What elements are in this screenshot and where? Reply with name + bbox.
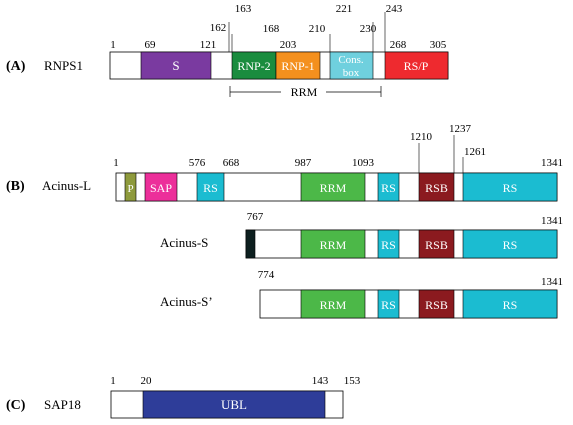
rnps1-num-162: 162	[210, 22, 227, 34]
acinus-l-domain-p	[124, 172, 137, 202]
rnps1-num-210: 210	[309, 23, 326, 35]
sap18-domain-ubl	[142, 390, 326, 419]
acinus-l-position-numbers: 1 576 668 987 1093 1210 1237 1261 1341	[113, 123, 563, 169]
acinus-s-num-767: 767	[247, 211, 264, 223]
acinus-l-num-987: 987	[295, 157, 312, 169]
rnps1-num-221: 221	[336, 3, 353, 15]
rnps1-num-243: 243	[386, 3, 403, 15]
acinus-l-domain-rrm	[300, 172, 366, 202]
rnps1-label-rsp: RS/P	[404, 59, 429, 73]
panel-b-letter: (B)	[6, 179, 25, 194]
rnps1-num-69: 69	[145, 39, 157, 51]
sap18-name: SAP18	[44, 397, 81, 412]
acinus-l-domain-rs3	[462, 172, 558, 202]
acinus-s-prime-label-rs1: RS	[381, 298, 396, 312]
acinus-l-label-rrm: RRM	[320, 181, 347, 195]
rnps1-num-121: 121	[200, 39, 217, 51]
rnps1-label-box: box	[343, 67, 360, 79]
acinus-s-prime-label-rsb: RSB	[425, 298, 448, 312]
sap18-num-20: 20	[141, 375, 153, 387]
sap18-num-153: 153	[344, 375, 361, 387]
acinus-l-row: P SAP RS RRM RS RSB RS 1 576 668 987 109…	[113, 123, 563, 202]
panel-b: (B) Acinus-L P SAP RS RRM RS RSB RS	[6, 123, 563, 319]
rnps1-tick-lines	[228, 12, 386, 52]
acinus-l-num-1341: 1341	[541, 157, 563, 169]
sap18-num-143: 143	[312, 375, 329, 387]
rnps1-domain-s	[140, 51, 212, 80]
rnps1-num-305: 305	[430, 39, 447, 51]
acinus-l-label-p: P	[127, 183, 133, 195]
acinus-s-prime-num-774: 774	[258, 269, 275, 281]
panel-a: (A) RNPS1 S RNP-2 RNP-1 Cons. box RS/P 1…	[6, 3, 449, 99]
acinus-l-num-1261: 1261	[464, 146, 486, 158]
acinus-s-row: Acinus-S RRM RS RSB RS 767 1341	[160, 211, 563, 259]
acinus-l-num-576: 576	[189, 157, 206, 169]
rnps1-label-rnp1: RNP-1	[281, 59, 314, 73]
acinus-s-prime-row: Acinus-S’ RRM RS RSB RS 774 1341	[160, 269, 563, 319]
acinus-l-domain-rsb	[418, 172, 455, 202]
acinus-l-label-rs3: RS	[503, 181, 518, 195]
rnps1-num-1: 1	[110, 39, 116, 51]
acinus-s-name: Acinus-S	[160, 235, 208, 250]
acinus-s-prime-domain-rs1	[377, 289, 400, 319]
acinus-l-num-668: 668	[223, 157, 240, 169]
acinus-l-tick-lines	[418, 135, 464, 173]
acinus-l-name: Acinus-L	[42, 178, 91, 193]
rrm-bracket-label: RRM	[291, 85, 318, 99]
rnps1-domain-rsp	[384, 51, 449, 80]
acinus-l-num-1237: 1237	[449, 123, 472, 135]
rnps1-num-168: 168	[263, 23, 280, 35]
acinus-s-domain-rsb	[418, 229, 455, 259]
rnps1-domain-rnp1	[275, 51, 321, 80]
acinus-l-num-1: 1	[113, 157, 119, 169]
panel-c-letter: (C)	[6, 398, 26, 413]
panel-c: (C) SAP18 UBL 1 20 143 153	[6, 375, 361, 419]
acinus-l-label-rs2: RS	[381, 181, 396, 195]
acinus-s-label-rs1: RS	[381, 238, 396, 252]
acinus-s-domain-rs2	[462, 229, 558, 259]
rnps1-domain-cons-box	[329, 51, 374, 80]
acinus-s-prime-domain-rsb	[418, 289, 455, 319]
acinus-l-domain-sap	[144, 172, 178, 202]
rnps1-num-230: 230	[360, 23, 377, 35]
sap18-position-numbers: 1 20 143 153	[110, 375, 361, 387]
acinus-l-label-sap: SAP	[150, 181, 172, 195]
rnps1-label-cons: Cons.	[338, 54, 364, 66]
acinus-s-prime-num-1341: 1341	[541, 276, 563, 288]
rnps1-label-s: S	[172, 58, 179, 73]
acinus-l-label-rsb: RSB	[425, 181, 448, 195]
acinus-l-label-rs1: RS	[203, 181, 218, 195]
acinus-s-prime-label-rs2: RS	[503, 298, 518, 312]
rnps1-num-163: 163	[235, 3, 252, 15]
acinus-s-unique-segment	[245, 229, 256, 259]
rnps1-position-numbers: 1 69 121 162 163 168 203 210 221 230 243…	[110, 3, 447, 51]
acinus-l-num-1210: 1210	[410, 131, 433, 143]
panel-a-protein-name: RNPS1	[44, 58, 83, 73]
rnps1-domain-rnp2	[231, 51, 277, 80]
sap18-label-ubl: UBL	[221, 397, 247, 412]
acinus-l-domain-rs1	[196, 172, 225, 202]
acinus-s-prime-domain-rrm	[300, 289, 366, 319]
acinus-s-prime-label-rrm: RRM	[320, 298, 347, 312]
acinus-l-domain-rs2	[377, 172, 400, 202]
rrm-bracket	[229, 86, 382, 97]
sap18-num-1: 1	[110, 375, 116, 387]
acinus-s-label-rsb: RSB	[425, 238, 448, 252]
acinus-s-prime-domain-rs2	[462, 289, 558, 319]
acinus-s-label-rs2: RS	[503, 238, 518, 252]
acinus-s-prime-name: Acinus-S’	[160, 294, 213, 309]
rnps1-num-268: 268	[390, 39, 407, 51]
acinus-s-label-rrm: RRM	[320, 238, 347, 252]
acinus-s-domain-rrm	[300, 229, 366, 259]
acinus-l-num-1093: 1093	[352, 157, 375, 169]
rnps1-label-rnp2: RNP-2	[237, 59, 270, 73]
panel-a-letter: (A)	[6, 59, 26, 74]
acinus-s-num-1341: 1341	[541, 215, 563, 227]
rnps1-num-203: 203	[280, 39, 297, 51]
acinus-s-domain-rs1	[377, 229, 400, 259]
